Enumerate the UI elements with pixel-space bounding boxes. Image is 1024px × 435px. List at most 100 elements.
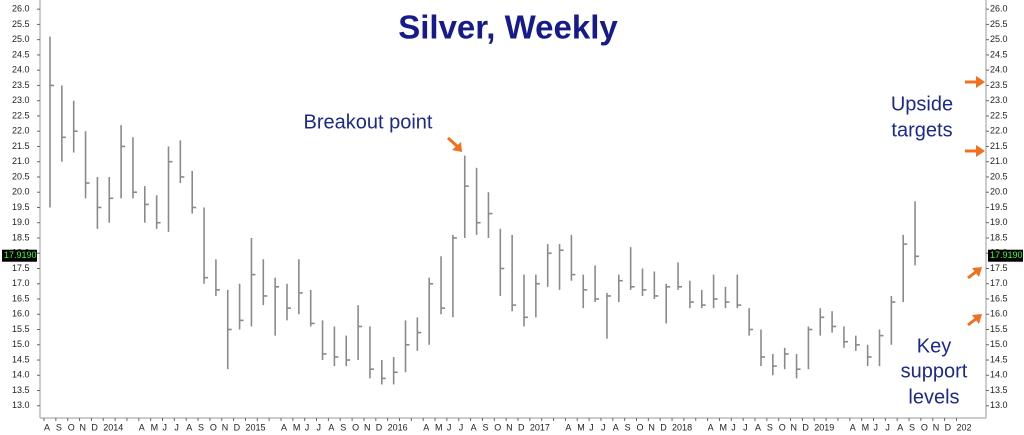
y-tick-label: 23.5 [12,80,30,90]
x-tick-label: S [56,422,62,432]
x-tick-label: A [897,422,903,432]
x-tick-label: A [423,422,429,432]
y-tick-label: 22.0 [990,126,1008,136]
y-tick-label: 14.5 [12,354,30,364]
y-tick-label: 24.0 [990,65,1008,75]
x-tick-label: O [352,422,359,432]
x-tick-label: N [222,422,229,432]
y-tick-label: 13.5 [12,385,30,395]
x-tick-label: J [743,422,748,432]
x-tick-label: A [328,422,334,432]
y-tick-label: 25.0 [990,34,1008,44]
x-tick-label: 2016 [388,422,408,432]
arrow-head [976,76,985,88]
x-tick-label: N [364,422,371,432]
x-tick-label: J [317,422,322,432]
y-tick-label: 24.5 [990,49,1008,59]
x-tick-label: A [708,422,714,432]
y-tick-label: 16.0 [12,309,30,319]
x-tick-label: A [139,422,145,432]
arrow [446,136,460,149]
arrow-head [972,314,982,324]
x-tick-label: S [198,422,204,432]
annotation: support [901,360,968,382]
x-tick-label: O [494,422,501,432]
x-tick-label: M [719,422,727,432]
x-tick-label: J [447,422,452,432]
x-tick-label: D [234,422,241,432]
y-tick-label: 16.5 [990,293,1008,303]
y-tick-label: 19.5 [990,202,1008,212]
x-tick-label: A [755,422,761,432]
x-tick-label: J [589,422,594,432]
x-tick-label: M [862,422,870,432]
y-tick-label: 26.0 [12,4,30,14]
y-tick-label: 24.5 [12,49,30,59]
y-tick-label: 14.0 [12,370,30,380]
y-tick-label: 14.5 [990,354,1008,364]
y-tick-label: 22.5 [12,110,30,120]
x-tick-label: N [933,422,940,432]
x-tick-label: J [459,422,464,432]
y-tick-label: 22.0 [12,126,30,136]
y-tick-label: 23.0 [990,95,1008,105]
x-tick-label: A [44,422,50,432]
y-tick-label: 20.0 [12,187,30,197]
x-tick-label: D [945,422,952,432]
x-tick-label: M [577,422,585,432]
x-tick-label: J [601,422,606,432]
x-tick-label: D [91,422,98,432]
y-tick-label: 20.0 [990,187,1008,197]
x-tick-label: A [281,422,287,432]
y-tick-label: 17.0 [990,278,1008,288]
x-tick-label: N [648,422,655,432]
x-tick-label: 2018 [672,422,692,432]
y-tick-label: 18.5 [990,232,1008,242]
x-tick-label: A [613,422,619,432]
x-tick-label: 2015 [245,422,265,432]
x-tick-label: A [186,422,192,432]
x-tick-label: O [779,422,786,432]
x-tick-label: J [874,422,879,432]
x-tick-label: A [471,422,477,432]
x-tick-label: M [435,422,443,432]
x-tick-label: M [293,422,301,432]
y-tick-label: 25.5 [990,19,1008,29]
x-tick-label: S [625,422,631,432]
y-tick-label: 21.0 [990,156,1008,166]
x-tick-label: J [885,422,890,432]
x-tick-label: M [151,422,159,432]
x-tick-label: S [340,422,346,432]
x-tick-label: N [80,422,87,432]
x-tick-label: S [767,422,773,432]
x-tick-label: 2019 [814,422,834,432]
y-tick-label: 15.0 [12,339,30,349]
x-tick-label: O [637,422,644,432]
x-tick-label: A [850,422,856,432]
x-tick-label: 202 [956,422,971,432]
x-tick-label: O [210,422,217,432]
y-tick-label: 21.0 [12,156,30,166]
y-tick-label: 15.0 [990,339,1008,349]
annotation: Breakout point [304,111,433,133]
last-price-label: 17.9190 [4,250,37,260]
annotation: Key [917,335,951,357]
x-tick-label: D [518,422,525,432]
y-tick-label: 14.0 [990,370,1008,380]
y-tick-label: 23.0 [12,95,30,105]
last-price-label: 17.9190 [990,250,1023,260]
arrow-head [976,145,985,157]
y-tick-label: 24.0 [12,65,30,75]
x-tick-label: 2017 [530,422,550,432]
x-tick-label: J [305,422,310,432]
last-price-box [2,249,37,262]
y-tick-label: 21.5 [990,141,1008,151]
y-tick-label: 18.5 [12,232,30,242]
y-tick-label: 15.5 [12,324,30,334]
arrow-head [972,267,982,277]
arrows [446,76,985,327]
annotation: levels [908,386,959,408]
y-tick-label: 16.0 [990,309,1008,319]
